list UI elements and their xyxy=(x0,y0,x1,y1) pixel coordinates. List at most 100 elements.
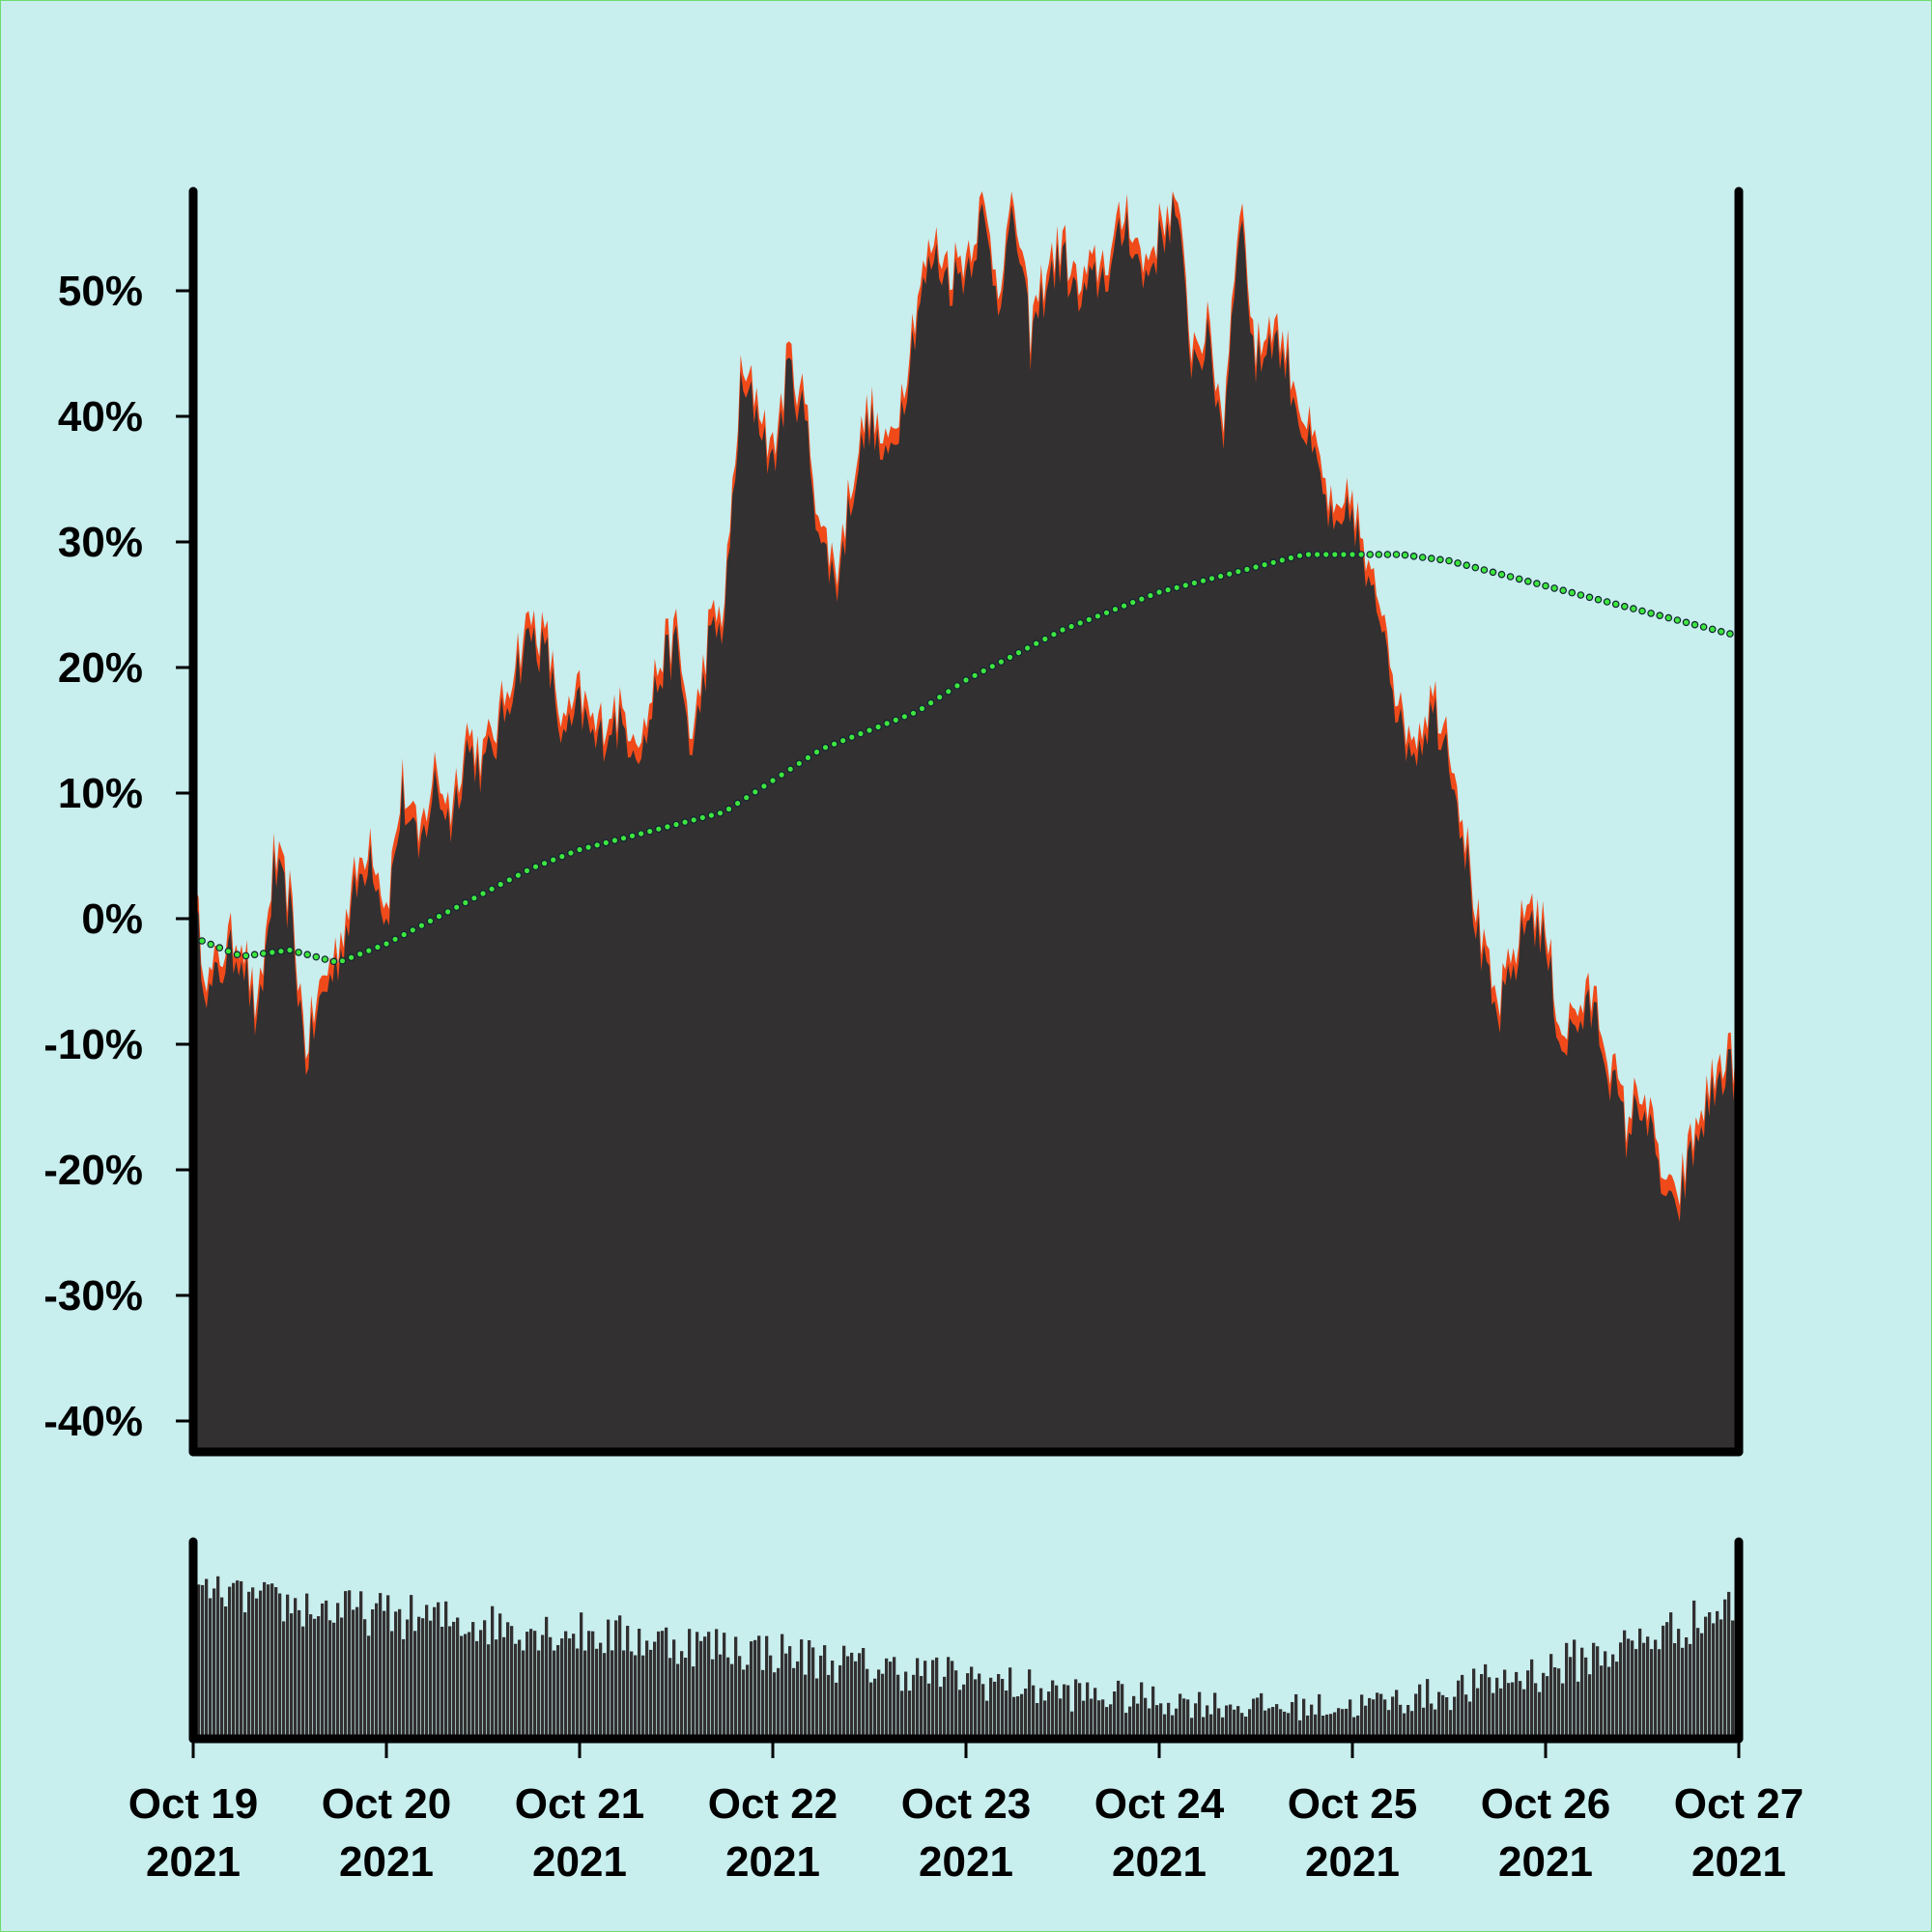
moving-average-point xyxy=(1454,559,1462,567)
moving-average-point xyxy=(1032,639,1040,648)
moving-average-point xyxy=(909,709,918,718)
volume-bar xyxy=(309,1614,313,1739)
volume-bar xyxy=(753,1639,757,1739)
volume-bar xyxy=(931,1660,935,1739)
volume-bar xyxy=(719,1654,723,1739)
moving-average-point xyxy=(980,667,988,675)
volume-bar xyxy=(371,1609,375,1739)
volume-bar xyxy=(889,1662,893,1739)
moving-average-point xyxy=(479,890,487,897)
volume-bar xyxy=(255,1598,259,1739)
moving-average-point xyxy=(1173,583,1181,592)
volume-bar xyxy=(560,1638,564,1739)
moving-average-point xyxy=(391,935,399,944)
volume-bar xyxy=(788,1646,792,1739)
volume-bar xyxy=(622,1650,626,1739)
volume-bar xyxy=(603,1653,607,1739)
volume-bar xyxy=(456,1617,460,1739)
volume-bar xyxy=(1155,1705,1159,1739)
y-tick-label: -40% xyxy=(43,1398,143,1445)
moving-average-point xyxy=(1349,551,1356,558)
moving-average-point xyxy=(1138,595,1146,603)
volume-bar xyxy=(668,1658,672,1739)
y-tick-label: 10% xyxy=(58,770,143,817)
moving-average-point xyxy=(1401,551,1409,559)
volume-bar xyxy=(383,1610,386,1739)
volume-bar xyxy=(1148,1708,1151,1739)
volume-bar xyxy=(761,1669,765,1739)
volume-bar xyxy=(286,1594,290,1739)
volume-bar xyxy=(1600,1665,1604,1739)
moving-average-point xyxy=(1506,573,1515,581)
volume-bar xyxy=(359,1591,363,1739)
volume-bar xyxy=(216,1576,220,1739)
volume-bar xyxy=(1692,1600,1696,1739)
volume-bar xyxy=(1151,1686,1155,1739)
volume-bar xyxy=(1611,1654,1615,1739)
volume-bar xyxy=(1198,1691,1202,1739)
volume-bar xyxy=(1395,1690,1399,1739)
volume-bar xyxy=(1569,1657,1573,1739)
moving-average-point xyxy=(698,813,707,822)
volume-bar xyxy=(1549,1654,1553,1739)
moving-average-point xyxy=(1577,591,1585,599)
volume-bar xyxy=(205,1578,209,1739)
volume-bar xyxy=(440,1627,444,1739)
volume-bar xyxy=(278,1593,282,1739)
moving-average-point xyxy=(259,950,268,957)
volume-bar xyxy=(707,1632,711,1739)
moving-average-point xyxy=(1603,598,1611,606)
volume-bar xyxy=(390,1631,394,1739)
volume-bar xyxy=(1457,1680,1461,1739)
volume-bar xyxy=(1434,1709,1437,1739)
moving-average-point xyxy=(838,736,847,745)
volume-bar xyxy=(958,1690,962,1739)
volume-bar xyxy=(1414,1693,1418,1739)
moving-average-point xyxy=(1059,626,1066,634)
volume-bar xyxy=(696,1632,699,1739)
x-tick-label-date: Oct 20 xyxy=(322,1780,452,1828)
volume-bar xyxy=(1511,1682,1515,1739)
moving-average-point xyxy=(1409,552,1418,560)
volume-bar xyxy=(1337,1708,1341,1739)
volume-bar xyxy=(835,1682,838,1739)
volume-bar xyxy=(1043,1700,1047,1739)
x-tick-label-date: Oct 24 xyxy=(1094,1780,1225,1828)
volume-bar xyxy=(576,1648,580,1739)
volume-bar xyxy=(618,1615,622,1739)
volume-bar xyxy=(263,1581,267,1739)
volume-bar xyxy=(1592,1642,1596,1739)
moving-average-point xyxy=(1102,609,1111,617)
volume-bar xyxy=(1573,1639,1577,1739)
volume-bar xyxy=(1704,1616,1708,1739)
volume-bar xyxy=(661,1631,665,1739)
volume-bar xyxy=(352,1609,355,1739)
moving-average-point xyxy=(637,830,645,838)
volume-bar xyxy=(1634,1649,1638,1739)
volume-bar xyxy=(595,1648,599,1739)
volume-bar xyxy=(537,1650,541,1739)
volume-bar xyxy=(838,1664,842,1739)
moving-average-point xyxy=(857,729,865,738)
x-tick-label-date: Oct 23 xyxy=(901,1780,1032,1828)
moving-average-point xyxy=(1331,551,1339,558)
volume-bar xyxy=(1669,1612,1673,1739)
volume-bar xyxy=(572,1634,576,1739)
volume-bar xyxy=(699,1640,703,1739)
moving-average-point xyxy=(1480,566,1489,574)
volume-bar xyxy=(549,1636,553,1739)
volume-bar xyxy=(939,1687,943,1739)
volume-bar xyxy=(846,1656,850,1739)
moving-average-point xyxy=(1690,620,1699,629)
volume-bar xyxy=(1063,1684,1066,1739)
x-axis: Oct 19 2021 Oct 20 2021 Oct 21 2021 Oct 22 2021… xyxy=(128,1739,1804,1886)
volume-bar xyxy=(730,1663,734,1739)
volume-bar xyxy=(649,1649,653,1739)
volume-bar xyxy=(1376,1692,1379,1739)
volume-bar xyxy=(425,1605,429,1739)
percent-change-area xyxy=(193,194,1739,1453)
moving-average-point xyxy=(1076,619,1085,627)
moving-average-point xyxy=(716,809,724,817)
moving-average-point xyxy=(874,723,882,731)
volume-bar xyxy=(1229,1704,1233,1739)
